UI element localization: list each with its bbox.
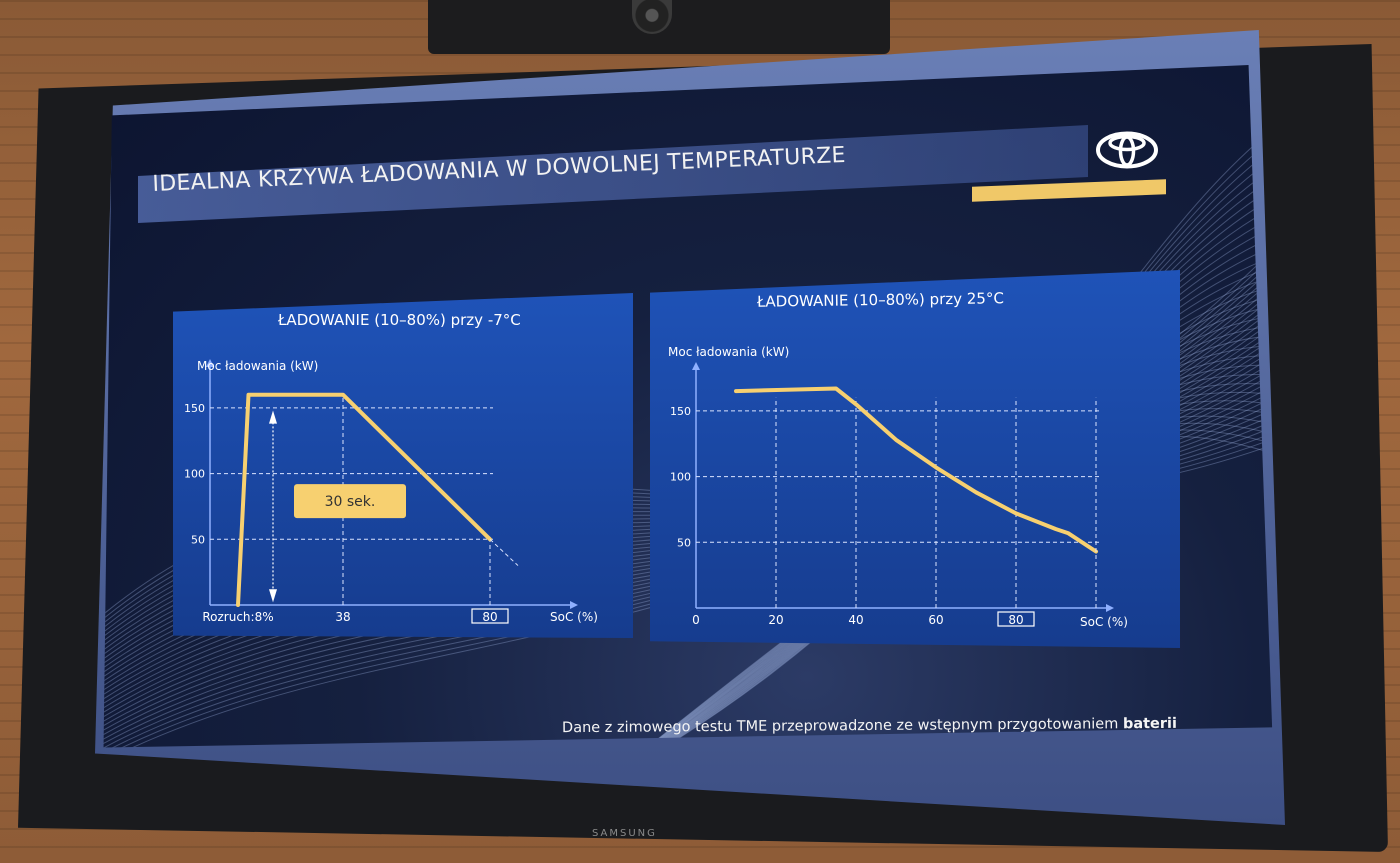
x-tick-label: Rozruch:8% [202,610,273,624]
chart-warm: 150 100 50 0 20 40 60 80 Moc ładowania (kW) SoC (… [668,345,1128,629]
x-axis-arrow [570,601,578,609]
x-tick-label: 80 [1008,613,1023,627]
y-axis-arrow [692,362,700,370]
x-axis-label: SoC (%) [1080,615,1128,629]
x-tick-box [997,611,1035,627]
x-tick-label: 38 [335,610,350,624]
tv-brand-label: SAMSUNG [592,828,657,839]
arrow-head-up [269,410,277,424]
x-tick-box [471,608,509,624]
y-axis-label: Moc ładowania (kW) [197,359,318,373]
webcam-icon [632,0,672,34]
y-axis-arrow [206,359,214,367]
trend-extension [489,538,519,566]
chart-panel-warm [650,270,1180,648]
x-tick-label: 40 [848,613,863,627]
y-tick-label: 50 [677,536,691,549]
chart-panel-cold [173,293,633,638]
annotation-label: 30 sek. [325,494,376,510]
y-tick-label: 50 [191,533,205,546]
chart-title-cold: ŁADOWANIE (10–80%) przy -7°C [278,311,521,329]
x-axis-arrow [1106,604,1114,612]
toyota-logo-icon [1096,131,1158,169]
y-tick-label: 150 [670,405,691,418]
annotation-box [294,484,406,519]
footnote-bold: baterii [1122,715,1178,733]
x-axis-label: SoC (%) [550,610,598,624]
series-line [236,392,492,607]
x-tick-label: 60 [928,613,943,627]
arrow-head-down [269,589,277,603]
series-line [734,386,1098,554]
y-tick-label: 150 [184,402,205,415]
y-axis-label: Moc ładowania (kW) [668,345,789,359]
x-tick-label: 20 [768,613,783,627]
x-tick-label: 80 [482,610,497,624]
y-tick-label: 100 [670,471,691,484]
x-tick-label: 0 [692,613,700,627]
y-tick-label: 100 [184,468,205,481]
chart-title-warm: ŁADOWANIE (10–80%) przy 25°C [756,289,1005,311]
chart-cold: 150 100 50 Rozruch:8% 38 80 Moc ładowania (kW)… [184,359,598,624]
